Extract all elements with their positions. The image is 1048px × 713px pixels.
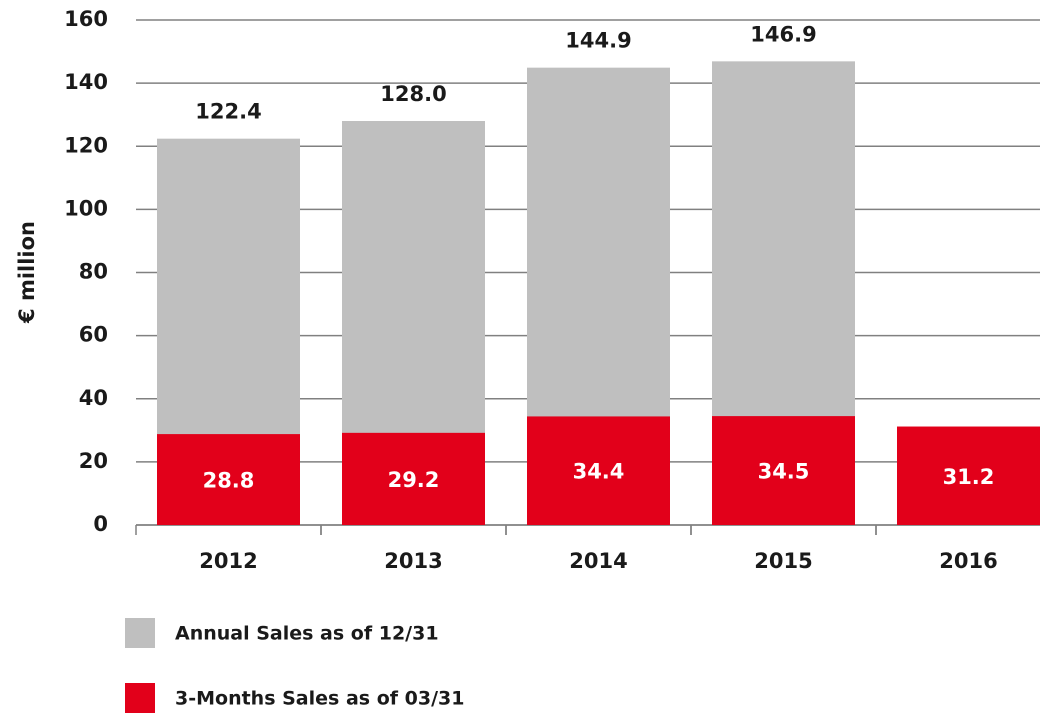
value-label: 29.2 <box>388 468 440 492</box>
y-tick-label: 40 <box>79 386 108 410</box>
value-label: 28.8 <box>203 469 255 493</box>
y-tick-label: 120 <box>64 133 108 157</box>
bar <box>342 432 485 525</box>
y-tick-label: 140 <box>64 70 108 94</box>
y-tick-label: 160 <box>64 7 108 31</box>
bar <box>897 426 1040 525</box>
y-tick-label: 80 <box>79 260 108 284</box>
x-tick-label: 2013 <box>384 549 442 573</box>
legend-label: Annual Sales as of 12/31 <box>175 623 439 645</box>
bar <box>712 416 855 525</box>
x-tick-label: 2012 <box>199 549 257 573</box>
legend-swatch <box>125 683 155 713</box>
x-tick-label: 2015 <box>754 549 812 573</box>
bar <box>157 434 300 525</box>
value-label: 34.4 <box>573 460 625 484</box>
y-tick-label: 20 <box>79 449 108 473</box>
value-label: 128.0 <box>380 82 446 106</box>
value-label: 34.5 <box>758 460 810 484</box>
value-label: 144.9 <box>565 29 631 53</box>
y-tick-label: 60 <box>79 323 108 347</box>
bar <box>527 416 670 525</box>
value-label: 146.9 <box>750 22 816 46</box>
x-tick-label: 2016 <box>939 549 997 573</box>
legend-label: 3-Months Sales as of 03/31 <box>175 688 464 710</box>
value-label: 31.2 <box>943 465 995 489</box>
legend-swatch <box>125 618 155 648</box>
y-axis-label: € million <box>15 221 39 324</box>
value-label: 122.4 <box>195 100 261 124</box>
y-tick-label: 0 <box>93 512 108 536</box>
x-tick-label: 2014 <box>569 549 627 573</box>
y-tick-label: 100 <box>64 196 108 220</box>
